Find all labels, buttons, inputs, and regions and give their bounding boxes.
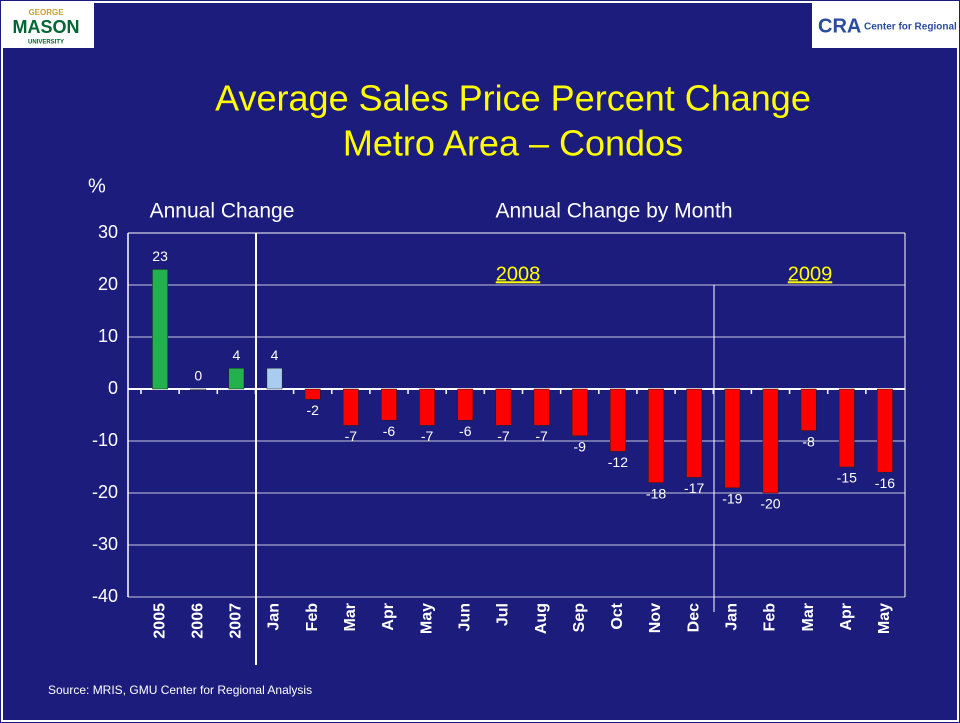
x-tick-label: Oct <box>609 602 626 629</box>
bar <box>419 388 436 426</box>
x-tick-label: Sep <box>571 603 588 633</box>
bar <box>800 388 817 431</box>
x-tick-label: Apr <box>380 603 397 631</box>
x-tick-label: Feb <box>762 603 779 632</box>
bar <box>762 388 779 494</box>
logo-text: UNIVERSITY <box>28 40 64 46</box>
bar <box>152 269 168 390</box>
value-label: -7 <box>497 428 510 444</box>
chart-title: Average Sales Price Percent Change <box>215 78 811 119</box>
x-tick-label: Nov <box>647 603 664 633</box>
bar <box>304 388 321 400</box>
logo-text: CRA <box>818 15 861 37</box>
bar <box>266 367 283 390</box>
y-tick-label: 30 <box>98 222 118 242</box>
bar <box>533 388 550 426</box>
x-tick-label: May <box>418 603 435 634</box>
bar <box>877 388 893 473</box>
bar <box>648 388 664 483</box>
x-tick-label: Jan <box>266 603 283 631</box>
x-tick-label: May <box>876 603 893 634</box>
value-label: -6 <box>459 423 472 439</box>
logo-right <box>812 2 958 48</box>
value-label: -12 <box>608 454 628 470</box>
x-tick-label: 2005 <box>151 603 168 639</box>
annotation: Annual Change by Month <box>496 200 733 223</box>
value-label: 4 <box>232 347 240 363</box>
annotation: 2008 <box>496 263 541 285</box>
y-tick-label: -30 <box>92 534 118 554</box>
y-tick-label: 20 <box>98 274 118 294</box>
bar <box>686 388 703 478</box>
value-label: -6 <box>383 423 396 439</box>
x-tick-label: Apr <box>838 603 855 631</box>
y-tick-label: 10 <box>98 326 118 346</box>
logo-left <box>2 2 94 48</box>
x-tick-label: Dec <box>685 603 702 632</box>
value-label: -7 <box>345 428 358 444</box>
value-label: -2 <box>306 402 319 418</box>
value-label: -20 <box>760 496 780 512</box>
x-tick-label: Jul <box>495 603 512 626</box>
x-tick-label: Jan <box>724 603 741 631</box>
value-label: -18 <box>646 485 666 501</box>
value-label: 4 <box>271 347 279 363</box>
x-tick-label: 2007 <box>228 603 245 639</box>
value-label: -15 <box>837 470 857 486</box>
y-tick-label: -10 <box>92 430 118 450</box>
value-label: -9 <box>573 439 586 455</box>
bar <box>609 388 626 452</box>
value-label: -19 <box>722 491 742 507</box>
y-tick-label: -40 <box>92 586 118 606</box>
y-axis-label: % <box>88 175 106 197</box>
x-tick-label: Feb <box>304 603 321 632</box>
bar <box>228 367 245 390</box>
annotation: 2009 <box>788 263 833 285</box>
x-tick-label: Mar <box>800 603 817 631</box>
value-label: 0 <box>194 368 202 384</box>
bar <box>495 388 512 426</box>
value-label: -16 <box>875 475 895 491</box>
y-tick-label: -20 <box>92 482 118 502</box>
y-tick-label: 0 <box>108 378 118 398</box>
logo-text: MASON <box>13 17 80 37</box>
x-tick-label: Aug <box>533 603 550 634</box>
bar <box>342 388 359 426</box>
bar <box>838 388 855 468</box>
bar <box>190 388 207 391</box>
chart-title: Metro Area – Condos <box>343 123 683 164</box>
value-label: -7 <box>535 428 548 444</box>
bar <box>457 388 474 421</box>
bar <box>571 388 588 437</box>
x-tick-label: Jun <box>456 603 473 631</box>
value-label: -8 <box>802 433 815 449</box>
source: Source: MRIS, GMU Center for Regional An… <box>48 683 312 697</box>
value-label: 23 <box>152 248 168 264</box>
annotation: Annual Change <box>150 200 295 223</box>
bar <box>381 388 397 421</box>
value-label: -17 <box>684 480 704 496</box>
logo-text: GEORGE <box>28 8 64 17</box>
x-tick-label: Mar <box>342 603 359 631</box>
logo-text: Center for Regional Analysis <box>864 22 960 33</box>
x-tick-label: 2006 <box>189 603 206 639</box>
value-label: -7 <box>421 428 434 444</box>
bar <box>724 388 741 489</box>
